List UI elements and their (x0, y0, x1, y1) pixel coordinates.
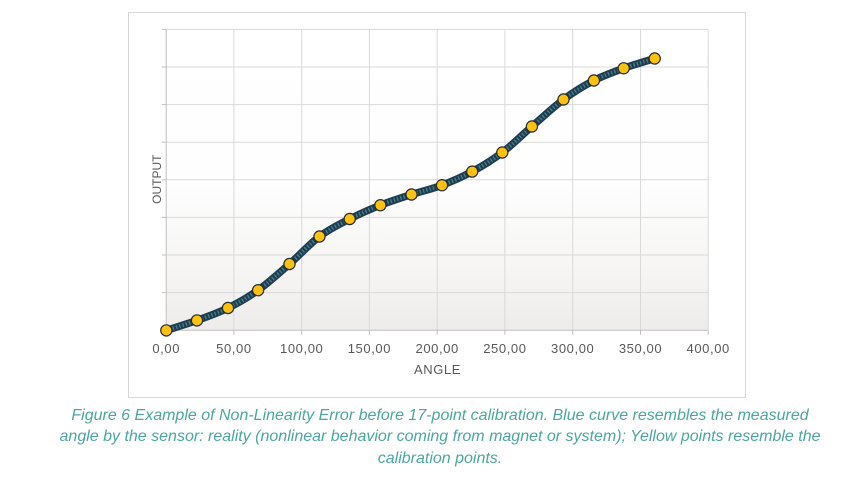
svg-text:150,00: 150,00 (348, 341, 391, 356)
svg-text:ANGLE: ANGLE (414, 362, 461, 377)
svg-text:100,00: 100,00 (280, 341, 323, 356)
svg-text:50,00: 50,00 (216, 341, 252, 356)
svg-text:200,00: 200,00 (416, 341, 459, 356)
svg-text:0,00: 0,00 (152, 341, 180, 356)
svg-text:350,00: 350,00 (619, 341, 662, 356)
svg-text:300,00: 300,00 (551, 341, 594, 356)
svg-text:OUTPUT: OUTPUT (150, 154, 164, 204)
svg-text:250,00: 250,00 (483, 341, 526, 356)
svg-text:400,00: 400,00 (687, 341, 730, 356)
